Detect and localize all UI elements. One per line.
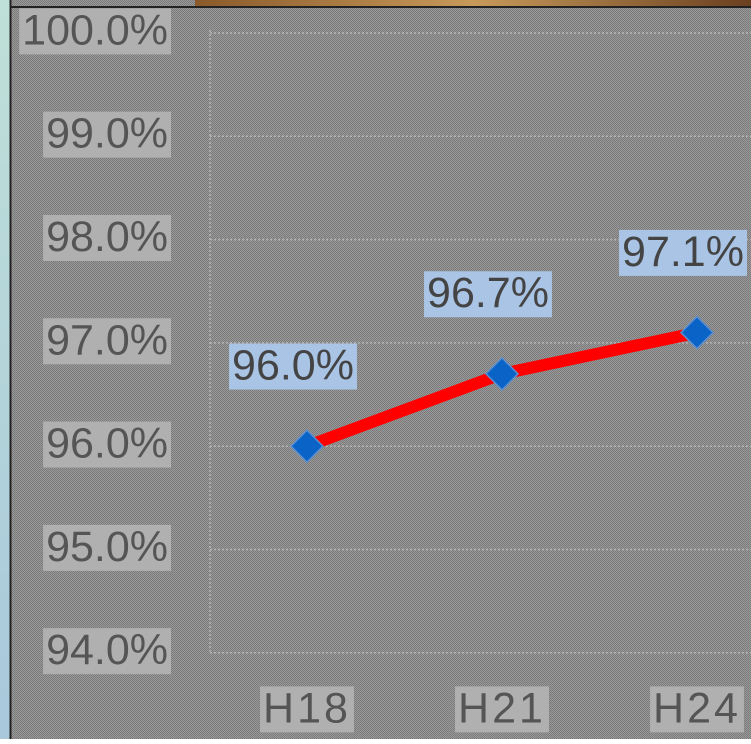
x-tick-label-group: H18 xyxy=(260,684,354,733)
x-tick-label: H21 xyxy=(458,684,546,732)
y-tick-label-group: 100.0% xyxy=(19,6,171,55)
data-label: 96.7% xyxy=(427,269,549,317)
side-strip xyxy=(0,0,10,739)
top-strip xyxy=(195,0,751,6)
y-tick-label-group: 97.0% xyxy=(43,316,171,365)
y-tick-label: 95.0% xyxy=(46,523,168,571)
y-tick-label-box xyxy=(43,421,171,468)
y-tick-label-group: 98.0% xyxy=(43,213,171,261)
x-tick-label-box xyxy=(455,686,549,733)
x-tick-label-box xyxy=(260,686,354,733)
y-tick-label-box xyxy=(43,318,171,365)
y-tick-label-group: 99.0% xyxy=(43,110,171,158)
y-tick-label: 97.0% xyxy=(46,316,168,364)
y-tick-label-group: 96.0% xyxy=(43,420,171,468)
data-label-group: 96.7% xyxy=(424,269,552,318)
data-label: 97.1% xyxy=(622,228,744,276)
y-tick-label-box xyxy=(43,628,171,675)
x-tick-label-box xyxy=(650,686,744,733)
data-marker xyxy=(484,356,520,391)
data-label-group: 96.0% xyxy=(229,342,357,390)
data-label: 96.0% xyxy=(232,342,354,390)
x-tick-label-group: H21 xyxy=(455,684,549,733)
y-tick-label: 96.0% xyxy=(46,420,168,468)
data-marker xyxy=(679,315,715,350)
y-tick-label: 94.0% xyxy=(46,626,168,674)
data-label-box xyxy=(229,343,357,390)
data-label-box xyxy=(619,229,747,276)
y-tick-label-box xyxy=(19,8,171,55)
y-tick-label: 98.0% xyxy=(46,213,168,261)
x-tick-label: H18 xyxy=(263,684,351,732)
y-tick-label-box xyxy=(43,111,171,158)
y-tick-label-group: 95.0% xyxy=(43,523,171,571)
data-marker xyxy=(289,429,325,464)
x-tick-label: H24 xyxy=(653,684,741,732)
y-tick-label: 100.0% xyxy=(22,6,168,54)
data-label-group: 97.1% xyxy=(619,228,747,276)
x-tick-label-group: H24 xyxy=(650,684,744,733)
y-tick-label-box xyxy=(43,214,171,261)
y-tick-label-group: 94.0% xyxy=(43,626,171,675)
data-label-box xyxy=(424,271,552,318)
y-tick-label-box xyxy=(43,524,171,571)
y-tick-label: 99.0% xyxy=(46,110,168,158)
